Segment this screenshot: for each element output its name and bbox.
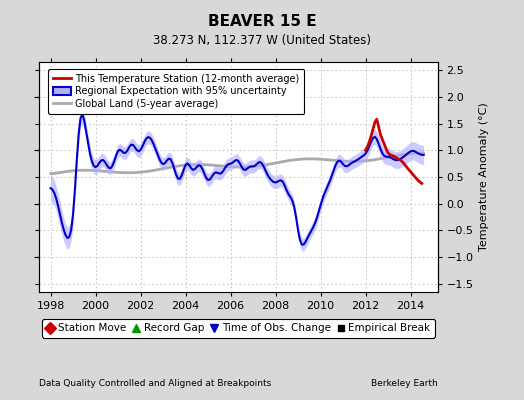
Text: Berkeley Earth: Berkeley Earth [371, 379, 438, 388]
Y-axis label: Temperature Anomaly (°C): Temperature Anomaly (°C) [479, 103, 489, 251]
Text: 38.273 N, 112.377 W (United States): 38.273 N, 112.377 W (United States) [153, 34, 371, 47]
Legend: Station Move, Record Gap, Time of Obs. Change, Empirical Break: Station Move, Record Gap, Time of Obs. C… [42, 319, 435, 338]
Legend: This Temperature Station (12-month average), Regional Expectation with 95% uncer: This Temperature Station (12-month avera… [48, 69, 304, 114]
Text: BEAVER 15 E: BEAVER 15 E [208, 14, 316, 29]
Text: Data Quality Controlled and Aligned at Breakpoints: Data Quality Controlled and Aligned at B… [39, 379, 271, 388]
